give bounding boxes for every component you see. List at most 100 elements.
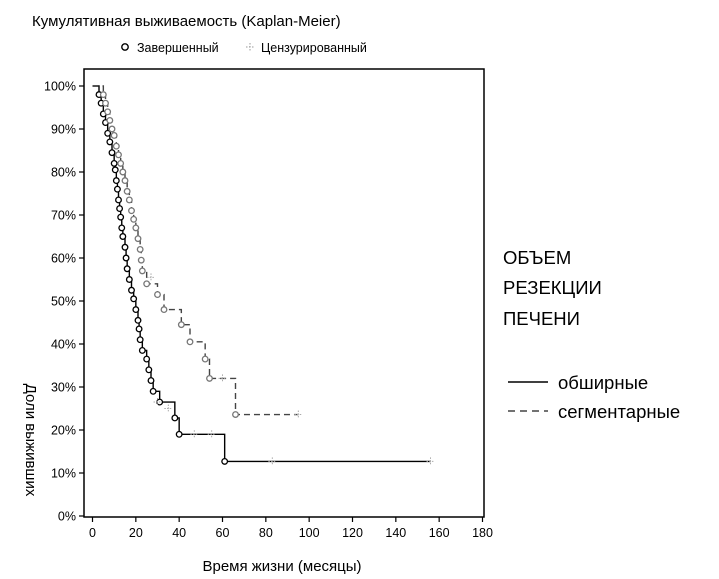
censored-point bbox=[153, 398, 162, 407]
completed-point bbox=[186, 338, 194, 346]
side-legend-title-line-3: ПЕЧЕНИ bbox=[503, 308, 580, 329]
y-tick-label: 40% bbox=[51, 338, 76, 352]
completed-point bbox=[128, 286, 135, 294]
completed-point bbox=[117, 159, 125, 167]
completed-point bbox=[110, 131, 118, 139]
x-tick-label: 40 bbox=[172, 526, 186, 540]
completed-point bbox=[106, 138, 114, 146]
series-legend-label-2: сегментарные bbox=[558, 401, 680, 422]
completed-point bbox=[112, 177, 120, 185]
plot-area-frame bbox=[83, 68, 485, 518]
censored-point bbox=[147, 273, 155, 282]
completed-point bbox=[112, 142, 120, 150]
completed-point bbox=[143, 355, 151, 363]
completed-point bbox=[171, 414, 179, 422]
censored-point bbox=[190, 430, 199, 439]
completed-point bbox=[201, 355, 209, 363]
x-tick-label: 0 bbox=[89, 526, 96, 540]
chart-title: Кумулятивная выживаемость (Kaplan-Meier) bbox=[32, 13, 341, 30]
completed-point bbox=[108, 125, 116, 133]
y-tick-label: 100% bbox=[44, 80, 76, 94]
censored-point bbox=[218, 374, 227, 383]
x-tick-label: 60 bbox=[216, 526, 230, 540]
series-legend-label-1: обширные bbox=[558, 372, 648, 393]
completed-point bbox=[160, 306, 168, 314]
censored-marker-icon bbox=[246, 43, 254, 51]
completed-legend-label: Завершенный bbox=[137, 41, 219, 55]
y-tick-label: 70% bbox=[51, 209, 76, 223]
completed-point bbox=[104, 108, 112, 116]
completed-point bbox=[137, 256, 145, 264]
y-tick-label: 50% bbox=[51, 295, 76, 309]
completed-point bbox=[121, 243, 129, 251]
completed-point bbox=[130, 215, 138, 223]
top-legend: Завершенный Цензурированный bbox=[121, 41, 367, 55]
censored-point bbox=[268, 457, 277, 466]
y-tick-label: 80% bbox=[51, 166, 76, 180]
completed-point bbox=[132, 224, 140, 232]
x-axis: 0 20 40 60 80 100 120 140 160 180 bbox=[89, 517, 493, 540]
completed-point bbox=[136, 245, 144, 253]
y-axis: 0% 10% 20% 30% 40% 50% 60% 70% 80% 90% 100% bbox=[44, 80, 84, 524]
censored-point bbox=[164, 404, 173, 413]
completed-point bbox=[232, 411, 239, 418]
completed-point bbox=[175, 430, 183, 438]
x-tick-label: 100 bbox=[299, 526, 320, 540]
completed-point bbox=[125, 196, 133, 204]
y-tick-label: 90% bbox=[51, 123, 76, 137]
censored-point bbox=[294, 410, 303, 419]
completed-point bbox=[119, 168, 127, 176]
completed-point bbox=[102, 99, 109, 107]
completed-point bbox=[154, 291, 161, 298]
completed-point bbox=[128, 207, 135, 215]
completed-point bbox=[110, 159, 118, 167]
completed-point bbox=[221, 457, 229, 465]
completed-point bbox=[147, 377, 155, 384]
y-tick-label: 60% bbox=[51, 252, 76, 266]
completed-point bbox=[138, 347, 146, 354]
x-tick-label: 80 bbox=[259, 526, 273, 540]
completed-point bbox=[123, 187, 131, 195]
x-axis-label: Время жизни (месяцы) bbox=[202, 558, 361, 575]
side-legend: ОБЪЕМ РЕЗЕКЦИИ ПЕЧЕНИ обширные сегментар… bbox=[503, 247, 680, 422]
completed-point bbox=[134, 316, 142, 324]
x-tick-label: 120 bbox=[342, 526, 363, 540]
completed-point bbox=[132, 306, 140, 314]
censored-point bbox=[426, 457, 435, 466]
completed-marker-icon bbox=[121, 43, 129, 51]
completed-point bbox=[115, 196, 122, 204]
x-tick-label: 140 bbox=[385, 526, 406, 540]
y-tick-label: 0% bbox=[58, 510, 76, 524]
censored-point bbox=[207, 430, 216, 439]
completed-point bbox=[145, 366, 153, 374]
completed-point bbox=[99, 91, 107, 99]
completed-point bbox=[108, 149, 116, 157]
completed-point bbox=[121, 177, 129, 185]
completed-point bbox=[117, 213, 125, 221]
x-tick-label: 180 bbox=[472, 526, 493, 540]
completed-point bbox=[115, 151, 122, 159]
y-tick-label: 20% bbox=[51, 424, 76, 438]
completed-point bbox=[138, 267, 146, 275]
x-tick-label: 20 bbox=[129, 526, 143, 540]
censored-legend-label: Цензурированный bbox=[261, 41, 367, 55]
y-tick-label: 10% bbox=[51, 467, 76, 481]
completed-point bbox=[136, 336, 144, 344]
x-tick-label: 160 bbox=[429, 526, 450, 540]
completed-point bbox=[118, 224, 126, 232]
series-layer bbox=[92, 85, 435, 466]
completed-point bbox=[119, 233, 127, 240]
completed-point bbox=[122, 254, 130, 262]
series-1 bbox=[92, 85, 435, 466]
completed-point bbox=[104, 129, 112, 137]
completed-point bbox=[123, 265, 131, 273]
completed-point bbox=[143, 280, 151, 288]
completed-point bbox=[111, 166, 119, 174]
completed-point bbox=[125, 276, 133, 283]
completed-point bbox=[113, 185, 121, 193]
completed-point bbox=[149, 387, 157, 395]
completed-point bbox=[130, 295, 138, 303]
completed-point bbox=[135, 325, 143, 333]
side-legend-title-line-1: ОБЪЕМ bbox=[503, 247, 571, 268]
